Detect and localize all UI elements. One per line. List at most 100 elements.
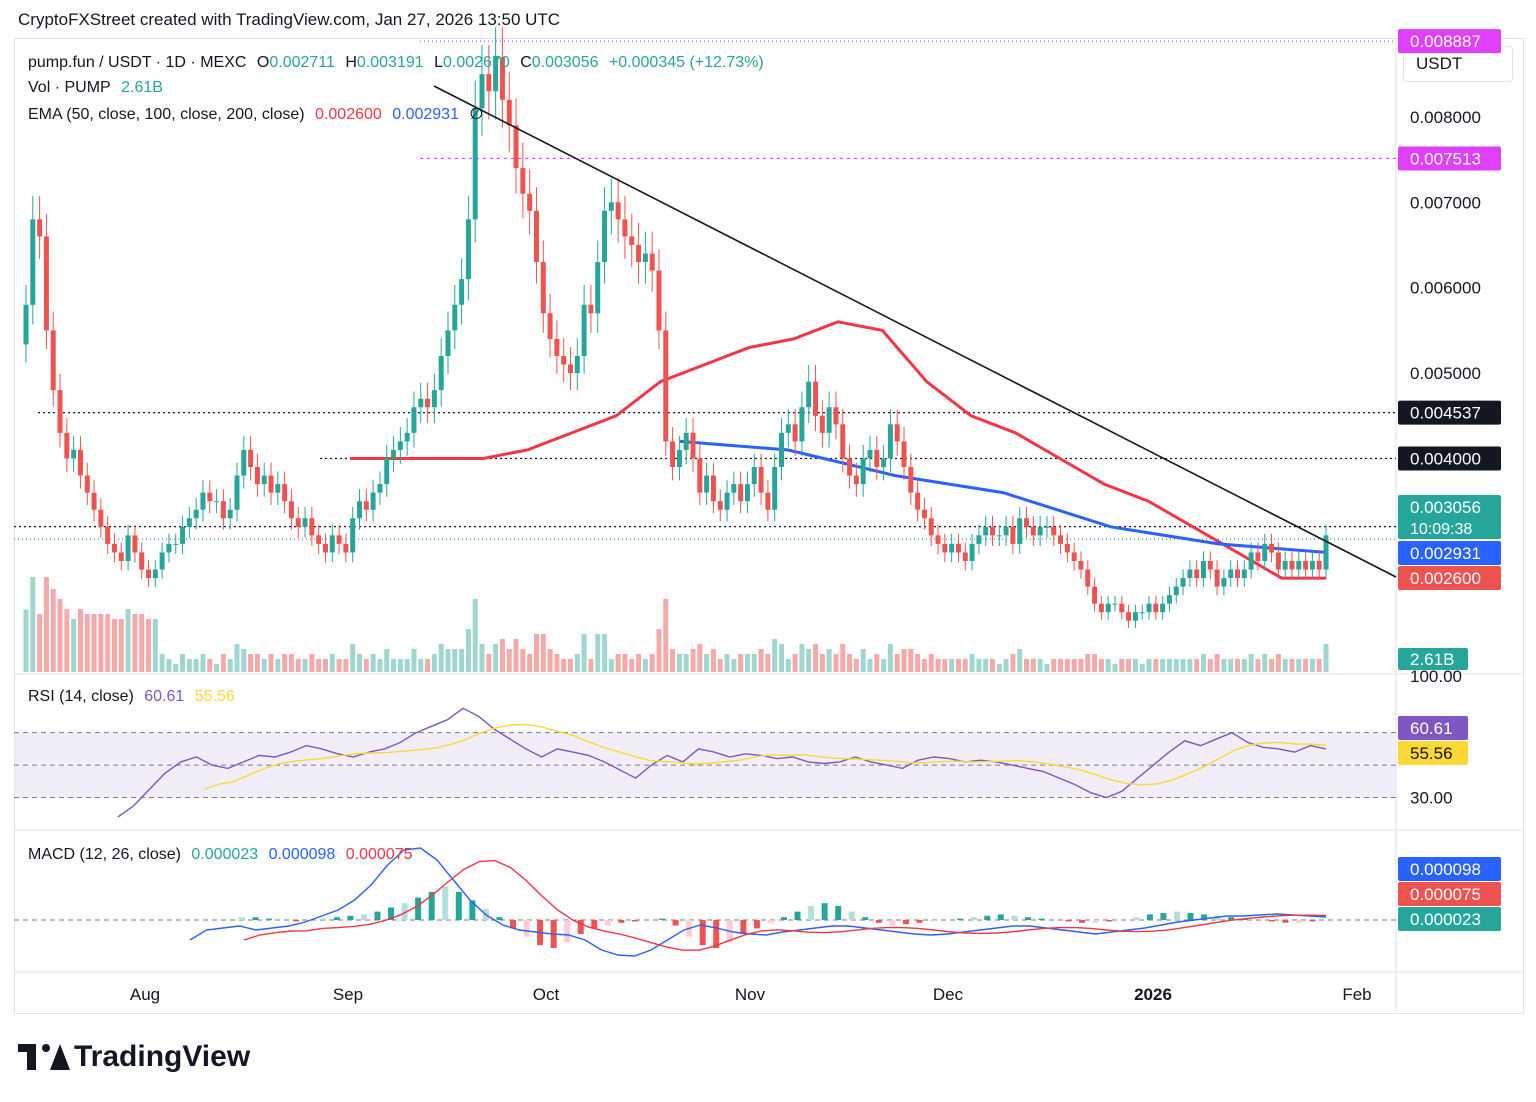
candle-body (493, 57, 499, 92)
candle-body (867, 449, 873, 459)
volume-bar (833, 654, 839, 672)
candle-body (656, 270, 662, 331)
volume-bar (949, 659, 955, 672)
candle-body (173, 543, 179, 545)
candle-body (908, 467, 914, 493)
rsi-ma-box (1398, 741, 1468, 765)
candle-body (663, 330, 669, 442)
x-tick-label: Aug (130, 985, 160, 1004)
tradingview-icon (18, 1044, 70, 1070)
candle-body (322, 543, 328, 553)
macd-histogram-bar (347, 915, 354, 920)
macd-histogram-bar (808, 906, 815, 920)
candle-body (758, 467, 764, 493)
candle-body (935, 535, 941, 544)
macd-histogram-bar (577, 920, 584, 934)
volume-bar (976, 659, 982, 672)
volume-bar (642, 659, 648, 672)
volume-bar (656, 629, 662, 672)
volume-bar (554, 654, 560, 672)
volume-bar (1017, 649, 1023, 672)
macd-histogram-bar (1282, 920, 1289, 923)
candle-body (901, 441, 907, 468)
candle-body (989, 526, 995, 536)
candle-body (275, 484, 281, 493)
macd-histogram-bar (1106, 920, 1113, 922)
volume-bar (1180, 659, 1186, 672)
candle-body (241, 449, 247, 476)
candle-body (738, 484, 744, 502)
candle-body (479, 74, 485, 109)
volume-bar (50, 589, 56, 672)
macd-histogram-bar (1187, 913, 1194, 920)
price-label-4537: 0.004537 (1410, 404, 1481, 423)
volume-bar (520, 649, 526, 672)
volume-bar (1112, 664, 1118, 672)
volume-bar (772, 639, 778, 672)
volume-bar (43, 577, 49, 672)
volume-bar (506, 649, 512, 672)
macd-histogram-bar (794, 911, 801, 920)
candle-body (200, 492, 206, 510)
candle-body (1010, 526, 1016, 544)
volume-bar (874, 654, 880, 672)
macd-histogram-bar (659, 918, 666, 920)
candle-body (431, 390, 437, 408)
macd-histogram-bar (496, 917, 503, 920)
candle-body (731, 484, 737, 493)
volume-bar (1275, 654, 1281, 672)
macd-histogram-bar (848, 911, 855, 920)
candle-body (1078, 560, 1084, 570)
candle-body (806, 381, 812, 408)
candle-body (629, 236, 635, 245)
volume-bar (295, 659, 301, 672)
countdown-label: 10:09:38 (1410, 521, 1472, 538)
volume-bar (207, 659, 213, 672)
candle-body (520, 168, 526, 194)
volume-bar (1010, 654, 1016, 672)
candle-body (1200, 560, 1206, 579)
volume-bar (744, 654, 750, 672)
volume-bar (98, 614, 104, 672)
candle-body (1221, 578, 1227, 587)
macd-histogram-bar (1295, 920, 1302, 923)
volume-bar (540, 634, 546, 672)
candle-body (1017, 518, 1023, 544)
candle-body (595, 262, 601, 314)
candle-body (288, 501, 294, 519)
volume-bar (595, 634, 601, 672)
candle-body (84, 475, 90, 493)
volume-bar (547, 649, 553, 672)
volume-bar (1071, 659, 1077, 672)
volume-bar (663, 599, 669, 672)
candle-body (1092, 586, 1098, 604)
volume-bar (670, 649, 676, 672)
candle-body (915, 492, 921, 510)
candle-body (1037, 526, 1043, 536)
last-price-box (1398, 495, 1501, 539)
candle-body (234, 475, 240, 510)
macd-histogram-bar (442, 886, 449, 920)
candle-body (547, 313, 553, 339)
macd-histogram-bar (862, 917, 869, 920)
macd-histogram-bar (1309, 920, 1316, 922)
candle-body (840, 424, 846, 459)
macd-value-label: 0.000023 (1410, 910, 1481, 929)
price-label-ema50-box (1398, 566, 1501, 590)
price-label-7513: 0.007513 (1410, 149, 1481, 168)
candle-body (214, 501, 220, 503)
volume-bar (1105, 659, 1111, 672)
volume-bar (996, 664, 1002, 672)
candle-body (813, 381, 819, 416)
candle-body (887, 424, 893, 459)
macd-histogram-bar (333, 917, 340, 920)
macd-line (189, 847, 1327, 957)
volume-bar (935, 659, 941, 672)
candle-body (254, 467, 260, 485)
volume-bar (1051, 659, 1057, 672)
macd-value-label: 0.000098 (1410, 860, 1481, 879)
volume-bar (887, 644, 893, 672)
macd-histogram-bar (1092, 920, 1099, 923)
volume-bar (1214, 654, 1220, 672)
